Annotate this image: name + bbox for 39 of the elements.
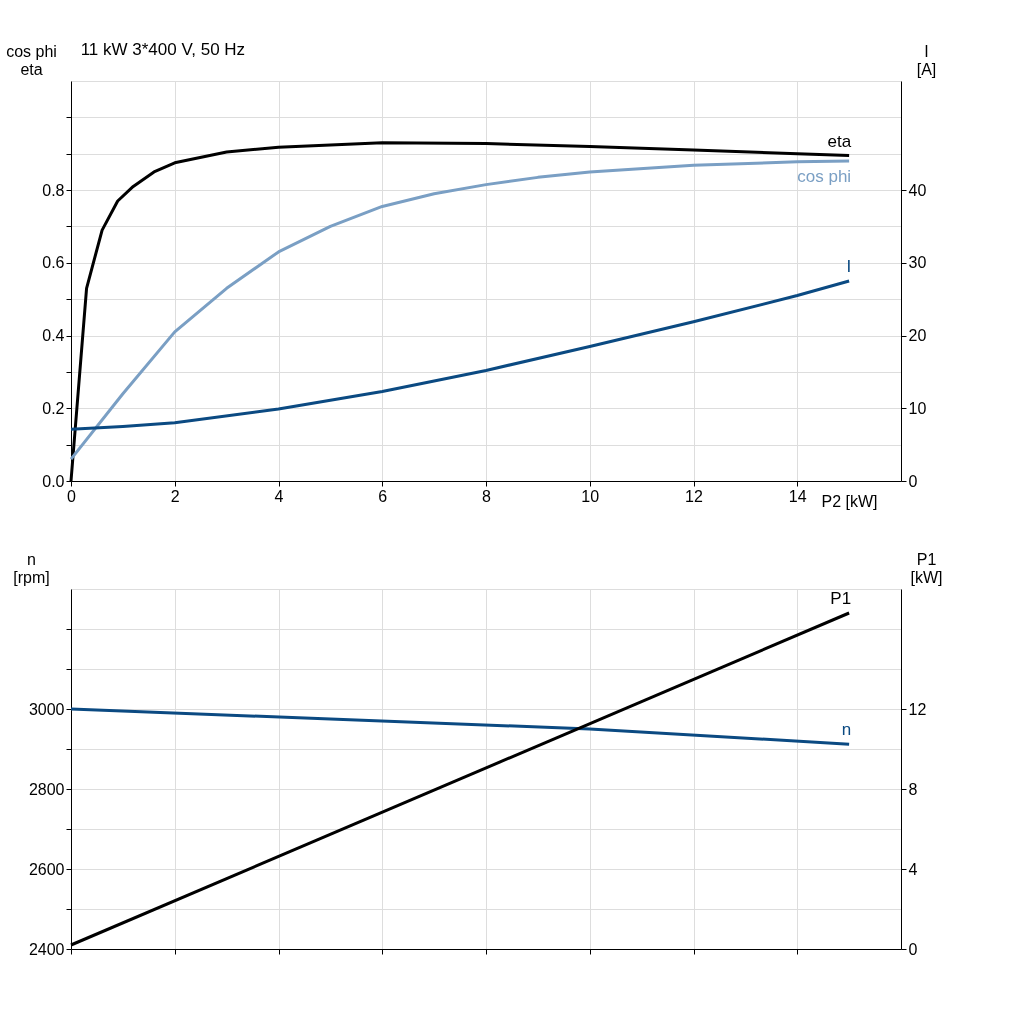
- y-axis-title: n [rpm]: [13, 550, 50, 586]
- y2-tick-label: 4: [908, 860, 918, 878]
- y-tick-label: 0.2: [42, 399, 65, 417]
- y2-tick-label: 0: [908, 472, 918, 490]
- x-tick-label: 2: [170, 487, 180, 505]
- y-tick-label: 0.0: [42, 472, 65, 490]
- y2-axis-title: I [A]: [916, 42, 937, 78]
- y2-tick-label: 12: [908, 700, 927, 718]
- series-label: eta: [827, 131, 852, 151]
- series-label: cos phi: [797, 167, 852, 186]
- series-label: I: [846, 257, 852, 276]
- x-tick-label: 4: [274, 487, 284, 505]
- x-tick-label: 0: [67, 487, 77, 505]
- y-tick-label: 0.8: [42, 181, 65, 199]
- x-tick-label: 8: [482, 487, 492, 505]
- y2-tick-label: 20: [908, 327, 927, 345]
- x-axis-title: P2 [kW]: [821, 492, 878, 510]
- y-axis-title: cos phi eta: [6, 42, 57, 78]
- y2-tick-label: 0: [908, 940, 918, 958]
- y2-tick-label: 10: [908, 399, 927, 417]
- y-tick-label: 2800: [28, 780, 65, 798]
- x-tick-label: 14: [788, 487, 807, 505]
- x-tick-label: 6: [378, 487, 388, 505]
- y2-tick-label: 30: [908, 254, 927, 272]
- series-label: P1: [830, 589, 852, 608]
- line-series: [69, 279, 851, 431]
- series-label: n: [841, 720, 852, 740]
- y2-tick-label: 40: [908, 181, 927, 199]
- x-tick-label: 12: [685, 487, 703, 505]
- y-tick-label: 3000: [28, 700, 65, 718]
- chart-title: 11 kW 3*400 V, 50 Hz: [80, 40, 246, 59]
- y2-axis-title: P1 [kW]: [910, 550, 943, 586]
- line-series: [69, 707, 851, 746]
- x-tick-label: 10: [581, 487, 600, 505]
- y-tick-label: 2400: [28, 940, 65, 958]
- y2-tick-label: 8: [908, 780, 918, 798]
- y-tick-label: 0.6: [42, 254, 65, 272]
- y-tick-label: 0.4: [42, 327, 65, 345]
- y-tick-label: 2600: [28, 860, 65, 878]
